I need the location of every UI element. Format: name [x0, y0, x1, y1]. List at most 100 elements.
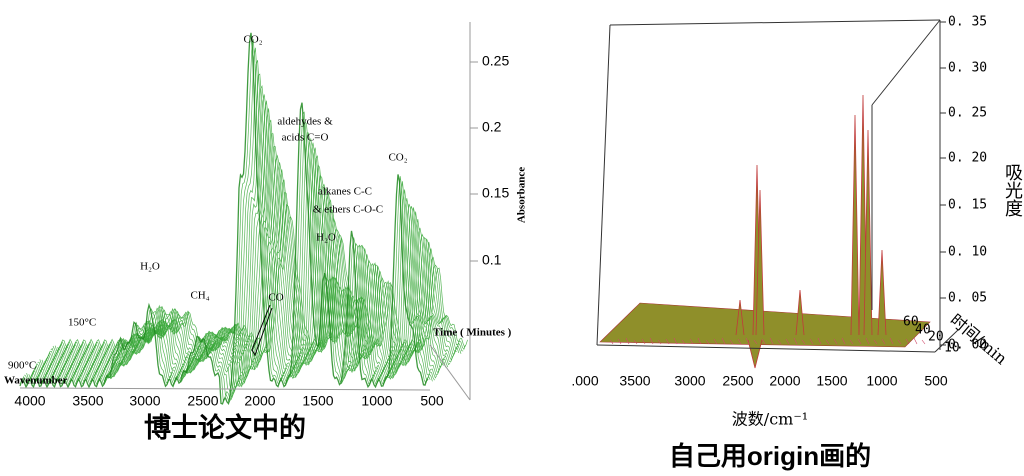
- time-tick-label: 10: [944, 341, 960, 356]
- surface-noise: [865, 337, 870, 345]
- annotation: aldehydes &: [277, 116, 333, 128]
- surface-peak: [755, 189, 765, 336]
- x-axis-label: Wavenumber: [4, 375, 68, 387]
- x-tick-label: 1000: [866, 373, 897, 389]
- surface-noise: [881, 338, 886, 345]
- surface-noise: [761, 338, 766, 345]
- annotation: CO₂: [243, 34, 262, 46]
- surface-noise: [873, 339, 878, 345]
- surface-peak: [863, 129, 873, 336]
- z-tick-label: 0. 30: [948, 61, 987, 76]
- surface-noise: [745, 337, 750, 345]
- annotation: H₂O: [316, 232, 336, 244]
- z-tick-label: 0. 00: [948, 338, 987, 353]
- x-tick-label: 3000: [129, 393, 160, 409]
- surface-noise: [913, 337, 918, 345]
- y-tick-label: 0.1: [482, 252, 502, 268]
- surface-noise: [889, 337, 894, 345]
- time-tick-label: 40: [915, 323, 931, 338]
- surface-noise: [769, 337, 774, 345]
- annotation: & ethers C-O-C: [313, 204, 383, 216]
- left-spectra: [19, 32, 468, 406]
- z-tick-label: 0. 20: [948, 151, 987, 166]
- caption: 博士论文中的: [144, 412, 306, 443]
- surface-noise: [897, 339, 902, 345]
- annotation: alkanes C-C: [318, 186, 372, 198]
- surface-noise: [721, 337, 726, 345]
- z-tick-label: 0. 05: [948, 291, 987, 306]
- surface-peak: [877, 249, 887, 336]
- surface-noise: [809, 338, 814, 345]
- surface-plane: [599, 302, 931, 348]
- surface-noise: [673, 337, 678, 345]
- surface-noise: [801, 339, 806, 345]
- surface-noise: [641, 338, 646, 345]
- x-axis-label: 波数/cm⁻¹: [732, 410, 808, 429]
- surface-noise: [785, 338, 790, 345]
- x-tick-label: 3500: [619, 373, 650, 389]
- temp-label: 900°C: [8, 360, 36, 372]
- surface-noise: [705, 339, 710, 345]
- annotation: H₂O: [140, 261, 160, 273]
- z-tick-label: 0. 25: [948, 106, 987, 121]
- z-tick-label: 0. 35: [948, 15, 987, 30]
- surface-noise: [841, 337, 846, 345]
- x-tick-label: 500: [420, 393, 444, 409]
- surface-noise: [649, 337, 654, 345]
- x-tick-label: 2500: [187, 393, 218, 409]
- surface-noise: [729, 339, 734, 345]
- y-tick-label: 0.15: [482, 185, 509, 201]
- spectrum-trace: [19, 32, 429, 406]
- surface-noise: [793, 337, 798, 345]
- annotation: CO: [268, 292, 283, 304]
- surface-noise: [681, 339, 686, 345]
- annotation: CO₂: [388, 152, 407, 164]
- surface-noise: [657, 339, 662, 345]
- x-tick-label: .000: [571, 373, 598, 389]
- surface-noise: [713, 338, 718, 345]
- time-label: Time ( Minutes ): [433, 327, 512, 339]
- y-axis-label: Absorbance: [516, 167, 528, 223]
- surface-peak: [850, 114, 860, 336]
- surface-noise: [689, 338, 694, 345]
- surface-noise: [665, 338, 670, 345]
- x-tick-label: 2000: [244, 393, 275, 409]
- right-frame: [596, 19, 959, 353]
- surface-noise: [633, 339, 638, 345]
- surface-noise: [905, 338, 910, 345]
- x-tick-label: 3000: [674, 373, 705, 389]
- surface-dip: [747, 339, 763, 369]
- surface-noise: [921, 339, 926, 345]
- surface-noise: [609, 339, 614, 345]
- surface-noise: [617, 338, 622, 345]
- x-tick-label: 500: [924, 373, 948, 389]
- x-tick-label: 2000: [769, 373, 800, 389]
- x-tick-label: 3500: [72, 393, 103, 409]
- surface-noise: [849, 339, 854, 345]
- surface-peak: [795, 289, 805, 336]
- texts: 4000 3500 3000 2500 2000 1500 1000 500 Wavenumbe…: [4, 15, 1023, 471]
- x-tick-label: 2500: [722, 373, 753, 389]
- y-tick-label: 0.25: [482, 53, 509, 69]
- time-tick-label: 20: [928, 330, 944, 345]
- annotation-leader: [251, 304, 273, 357]
- z-tick-label: 0. 15: [948, 198, 987, 213]
- x-tick-label: 1500: [302, 393, 333, 409]
- surface-noise: [753, 339, 758, 345]
- y-tick-label: 0.2: [482, 119, 502, 135]
- surface-noise: [857, 338, 862, 345]
- annotation: CH₄: [190, 290, 209, 302]
- z-tick-label: 0. 10: [948, 245, 987, 260]
- annotation: acids C=O: [282, 132, 329, 144]
- left-axes: [19, 22, 478, 401]
- surface-noise: [697, 337, 702, 345]
- surface-noise: [777, 339, 782, 345]
- temp-label: 150°C: [68, 317, 96, 329]
- right-surface: [599, 94, 931, 369]
- surface-noise: [817, 337, 822, 345]
- x-tick-label: 4000: [14, 393, 45, 409]
- surface-peak: [735, 299, 745, 336]
- surface-noise: [625, 337, 630, 345]
- z-axis-label: 吸光度: [1002, 163, 1023, 217]
